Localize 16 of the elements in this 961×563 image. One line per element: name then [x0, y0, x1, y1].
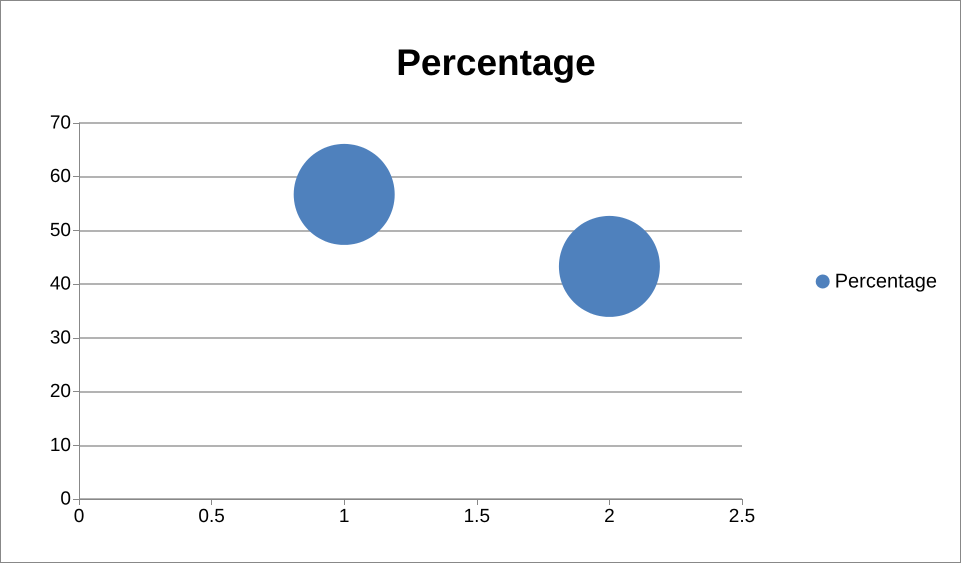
y-tick-label: 0	[60, 488, 71, 510]
x-tick-label: 2	[604, 506, 615, 527]
chart-title: Percentage	[396, 42, 596, 83]
x-tick-label: 0	[74, 506, 84, 527]
x-tick-label: 0.5	[198, 506, 225, 527]
y-tick-label: 30	[50, 327, 71, 348]
x-tick-label: 1	[338, 506, 350, 527]
y-tick-label: 20	[50, 381, 71, 402]
legend-label: Percentage	[834, 270, 937, 292]
x-tick-label: 2.5	[728, 506, 756, 527]
y-tick-label: 70	[50, 112, 71, 134]
y-tick-label: 40	[50, 274, 71, 295]
x-tick-label: 1.5	[464, 506, 490, 527]
y-tick-label: 60	[50, 166, 71, 188]
y-tick-label: 50	[50, 220, 71, 241]
y-tick-label: 10	[50, 434, 71, 456]
